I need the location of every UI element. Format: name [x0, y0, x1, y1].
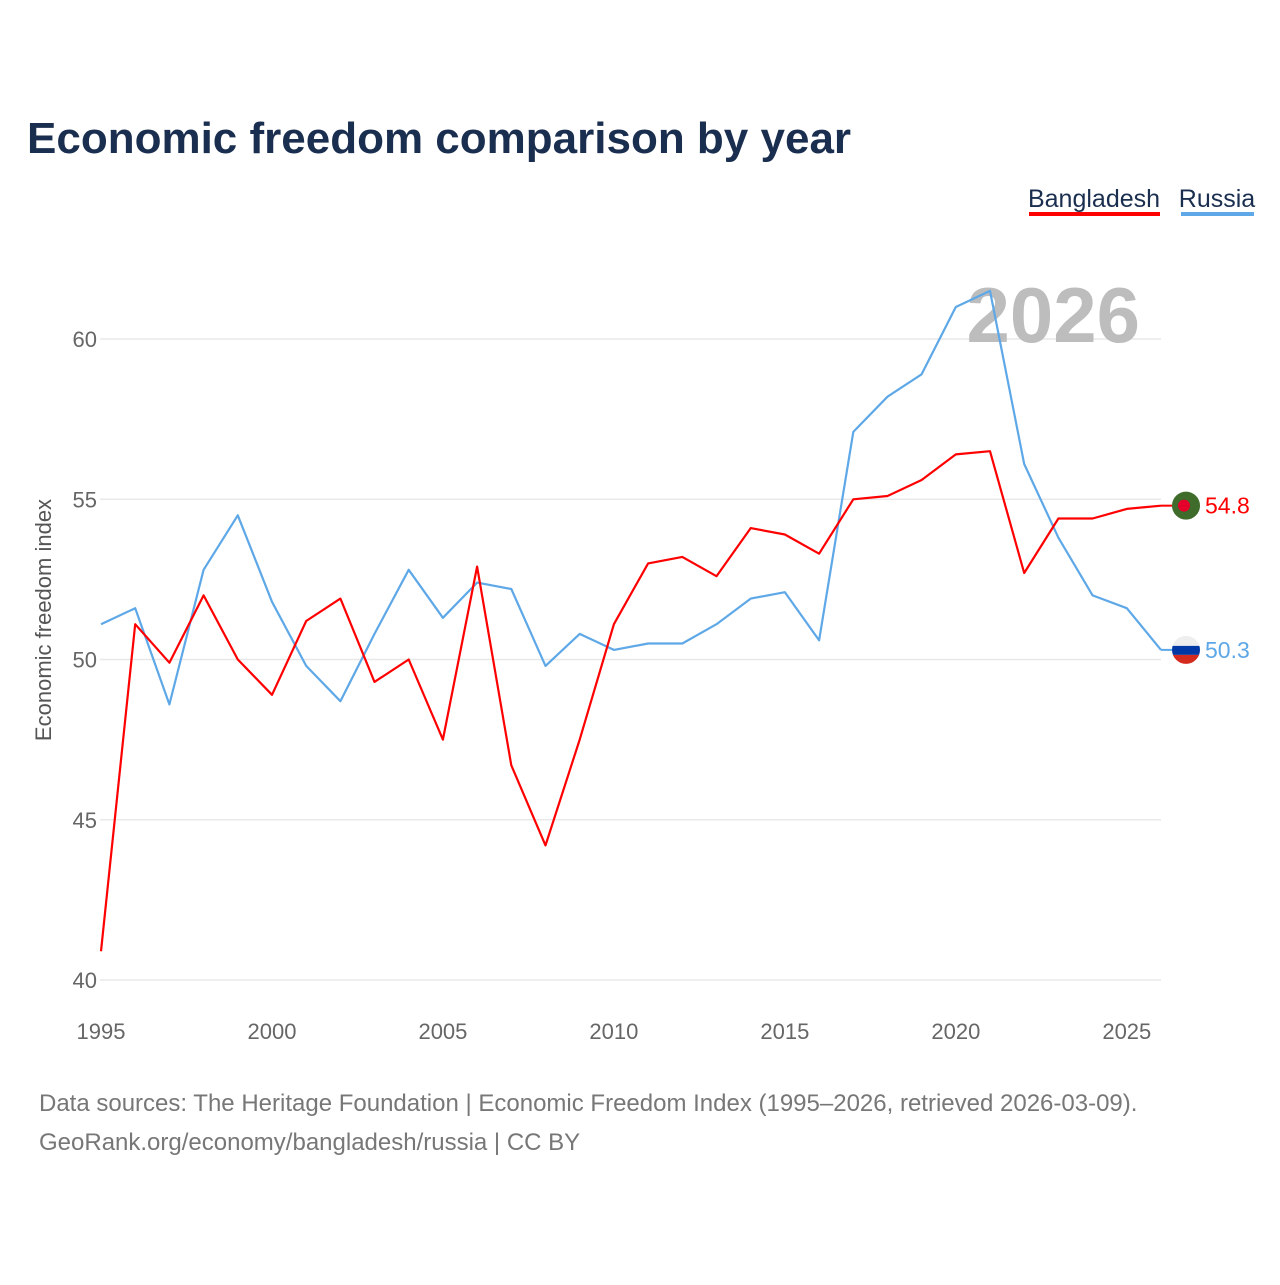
y-axis-label: Economic freedom index	[31, 499, 56, 741]
legend: Bangladesh Russia	[1028, 185, 1255, 216]
legend-item-bangladesh[interactable]: Bangladesh	[1028, 185, 1160, 213]
y-tick-label: 60	[73, 327, 97, 352]
y-tick-label: 40	[73, 968, 97, 993]
end-value-bangladesh: 54.8	[1205, 493, 1250, 519]
flag-blue	[1172, 645, 1200, 655]
x-axis: 1995 2000 2005 2010 2015 2020 2025	[77, 1019, 1152, 1044]
y-tick-label: 45	[73, 808, 97, 833]
x-tick-label: 2015	[760, 1019, 809, 1044]
legend-swatch-bangladesh	[1029, 212, 1160, 216]
flag-disc	[1178, 499, 1190, 512]
flag-red	[1172, 654, 1200, 664]
x-tick-label: 2025	[1102, 1019, 1151, 1044]
y-tick-label: 55	[73, 487, 97, 512]
x-tick-label: 2005	[418, 1019, 467, 1044]
footer-link[interactable]: GeoRank.org/economy/bangladesh/russia | …	[39, 1129, 580, 1156]
series-line-bangladesh	[99, 450, 1162, 952]
footer-sources: Data sources: The Heritage Foundation | …	[39, 1090, 1137, 1117]
legend-item-russia[interactable]: Russia	[1179, 185, 1256, 213]
y-tick-label: 50	[73, 648, 97, 673]
x-tick-label: 1995	[77, 1019, 126, 1044]
year-watermark: 2026	[966, 271, 1140, 359]
chart-title: Economic freedom comparison by year	[27, 114, 851, 163]
end-value-russia: 50.3	[1205, 637, 1250, 663]
series-line-russia	[100, 289, 1162, 706]
end-labels: 50.3 54.8	[1161, 491, 1250, 664]
x-tick-label: 2000	[247, 1019, 296, 1044]
gridlines	[100, 338, 1161, 981]
x-tick-label: 2020	[931, 1019, 980, 1044]
flag-white	[1172, 635, 1200, 646]
flag-stripes	[1172, 635, 1200, 664]
bangladesh-flag-icon	[1172, 491, 1200, 520]
russia-flag-icon	[1172, 635, 1200, 664]
x-tick-label: 2010	[589, 1019, 638, 1044]
y-axis: 40 45 50 55 60	[73, 327, 97, 993]
legend-swatch-russia	[1181, 212, 1254, 216]
series-lines	[99, 289, 1162, 952]
